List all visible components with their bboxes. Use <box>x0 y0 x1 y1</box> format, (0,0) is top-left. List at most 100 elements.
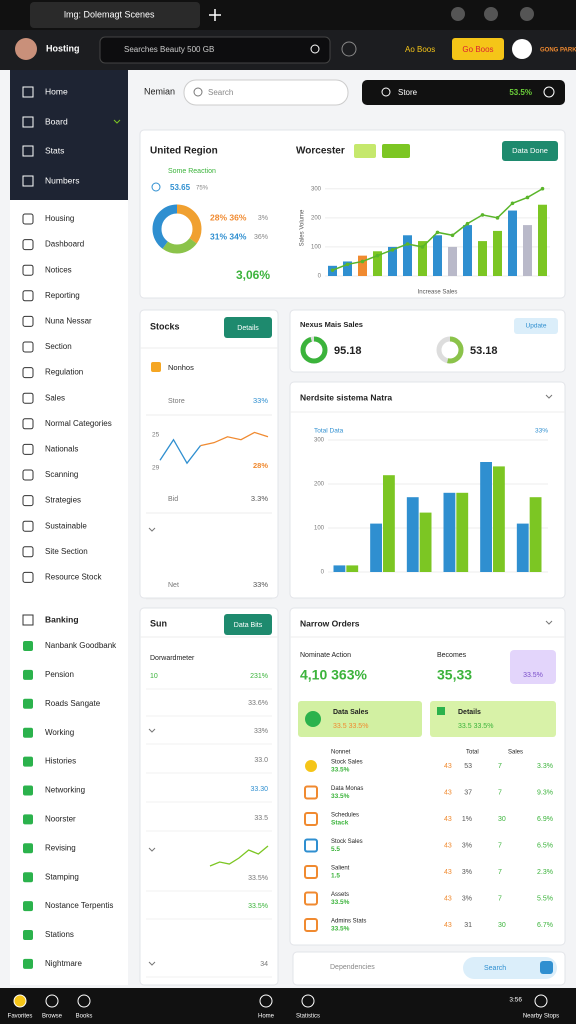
nav-icon <box>22 116 34 128</box>
nav-item[interactable]: Histories <box>45 757 76 766</box>
nav-icon <box>23 958 33 969</box>
nav-item[interactable]: Dashboard <box>45 240 84 249</box>
row-cell: 43 <box>444 869 452 876</box>
nav-item[interactable]: Noorster <box>45 815 76 824</box>
row-icon <box>304 785 318 800</box>
row-value: 33.5% <box>248 903 268 910</box>
avatar[interactable] <box>15 38 37 60</box>
nav-item[interactable]: Stations <box>45 930 74 939</box>
nav-item[interactable]: Nostance Terpentis <box>45 901 113 910</box>
bottom-item[interactable]: Nearby Stops <box>523 1014 559 1020</box>
brand-logo <box>512 39 532 59</box>
bottom-icon[interactable] <box>45 994 59 1008</box>
nav-item[interactable]: Regulation <box>45 368 83 377</box>
search-pill[interactable] <box>463 957 557 979</box>
nav-item[interactable]: Roads Sangate <box>45 699 101 708</box>
promo-button[interactable] <box>452 38 504 60</box>
nav-item[interactable]: Home <box>45 86 68 96</box>
bottom-bar <box>0 988 576 1024</box>
bottom-item[interactable]: Books <box>76 1014 93 1020</box>
row-cell: 5.5% <box>537 895 553 902</box>
chevron <box>148 728 156 733</box>
row-sub: 33.5% <box>331 926 350 933</box>
bottom-icon[interactable] <box>77 994 91 1008</box>
nav-item[interactable]: Normal Categories <box>45 419 112 428</box>
nav-item[interactable]: Section <box>45 342 72 351</box>
nav-item[interactable]: Sales <box>45 393 65 402</box>
bar <box>370 523 382 572</box>
new-tab[interactable] <box>209 9 221 21</box>
bottom-item[interactable]: Browse <box>42 1014 63 1020</box>
nav-icon <box>22 392 34 404</box>
nav-item[interactable]: Board <box>45 116 68 126</box>
bar <box>529 497 542 572</box>
gauge-arc <box>300 336 328 364</box>
nav-item[interactable]: Revising <box>45 843 76 852</box>
toggle[interactable] <box>382 144 410 158</box>
nav-icon <box>22 264 34 276</box>
nav-item[interactable]: Sustainable <box>45 521 87 530</box>
action-button[interactable] <box>224 317 272 338</box>
store-box[interactable] <box>362 80 565 105</box>
search-box[interactable] <box>99 36 331 64</box>
badge <box>510 650 556 684</box>
row-cell: 43 <box>444 842 452 849</box>
nav-item[interactable]: Stamping <box>45 872 79 881</box>
bottom-icon[interactable] <box>534 994 548 1008</box>
y-tick-label: 300 <box>314 438 325 444</box>
nav-item[interactable]: Working <box>45 728 74 737</box>
nav-item[interactable]: Resource Stock <box>45 573 102 582</box>
nav-item[interactable]: Reporting <box>45 291 80 300</box>
card-title: Stocks <box>150 321 180 331</box>
legend-note: 36% <box>254 234 268 241</box>
row-value: 231% <box>250 673 268 680</box>
x-axis-label: Increase Sales <box>418 290 458 296</box>
nav-item[interactable]: Nationals <box>45 445 78 454</box>
promo-text: Ao Boos <box>405 45 435 54</box>
search-field[interactable] <box>183 79 349 106</box>
bottom-item[interactable]: Favorites <box>8 1014 33 1020</box>
sidebar-top <box>10 70 128 200</box>
button-label: Data Bits <box>234 622 263 629</box>
nav-icon <box>22 315 34 327</box>
nav-item[interactable]: Notices <box>45 265 72 274</box>
bottom-item[interactable]: Home <box>258 1014 275 1020</box>
banner <box>430 701 556 737</box>
check-button[interactable] <box>540 961 553 974</box>
bottom-item[interactable]: Statistics <box>296 1014 320 1020</box>
row-cell: 43 <box>444 763 452 770</box>
action-button[interactable] <box>224 614 272 635</box>
nav-item[interactable]: Nuna Nessar <box>45 317 92 326</box>
bar <box>516 523 529 572</box>
nav-item[interactable]: Networking <box>45 786 85 795</box>
search-icon <box>193 87 203 97</box>
nav-item[interactable]: Housing <box>45 214 74 223</box>
nav-item[interactable]: Strategies <box>45 496 81 505</box>
nav-item[interactable]: Numbers <box>45 175 79 185</box>
action-button[interactable] <box>502 141 558 161</box>
row-value: 33.0 <box>254 757 268 764</box>
search-icon <box>310 44 320 54</box>
browser-icon[interactable] <box>484 7 498 21</box>
row-value: 33.5 <box>254 815 268 822</box>
bottom-icon[interactable] <box>13 994 27 1008</box>
row-name: Salient <box>331 866 350 872</box>
browser-tab[interactable] <box>30 2 200 28</box>
bottom-icon[interactable] <box>259 994 273 1008</box>
browser-icon[interactable] <box>520 7 534 21</box>
bottom-icon[interactable] <box>301 994 315 1008</box>
chevron <box>148 527 156 532</box>
toggle[interactable] <box>354 144 376 158</box>
browser-icon[interactable] <box>451 7 465 21</box>
nav-item[interactable]: Scanning <box>45 470 78 479</box>
column-header: Total <box>466 750 479 756</box>
bar <box>358 255 367 276</box>
nav-item[interactable]: Stats <box>45 145 64 155</box>
nav-item[interactable]: Pension <box>45 670 74 679</box>
nav-item[interactable]: Site Section <box>45 547 88 556</box>
action-button[interactable] <box>514 318 558 334</box>
legend-value: 28% 36% <box>210 212 247 222</box>
nav-item[interactable]: Nightmare <box>45 959 82 968</box>
nav-item[interactable]: Nanbank Goodbank <box>45 641 117 650</box>
chevron <box>545 620 553 625</box>
